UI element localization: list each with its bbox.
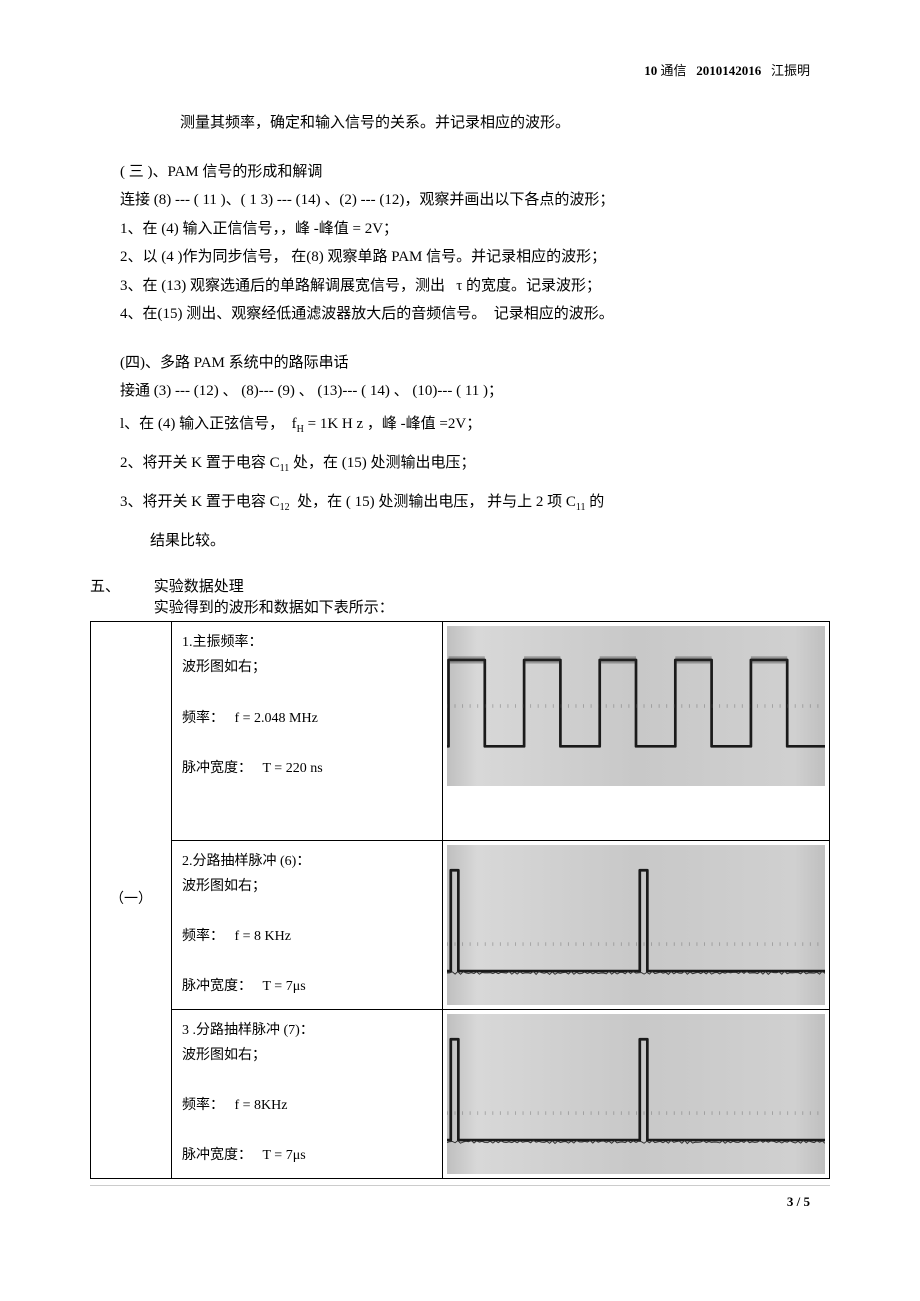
section-3: ( 三 )、PAM 信号的形成和解调 连接 (8) --- ( 11 )、( 1… (120, 158, 830, 329)
r3-flabel: 频率： (182, 1098, 224, 1113)
sec3-li4: 4、在(15) 测出、观察经低通滤波器放大后的音频信号。 记录相应的波形。 (120, 300, 830, 329)
page: 10 通信 2010142016 江振明 测量其频率，确定和输入信号的关系。并记… (0, 0, 920, 1250)
row1-wave-cell (443, 622, 830, 841)
section-5: 五、 实验数据处理 实验得到的波形和数据如下表所示： (90, 575, 830, 617)
student-id: 2010142016 (696, 63, 761, 78)
sec3-connect: 连接 (8) --- ( 11 )、( 1 3) --- (14) 、(2) -… (120, 186, 830, 215)
sec4-connect: 接通 (3) --- (12) 、 (8)--- (9) 、 (13)--- (… (120, 377, 830, 406)
student-name: 江振明 (771, 63, 810, 78)
r2-flabel: 频率： (182, 929, 224, 944)
row2-wave-cell (443, 840, 830, 1009)
sec3-title: ( 三 )、PAM 信号的形成和解调 (120, 158, 830, 187)
r2-title: 2.分路抽样脉冲 (6)： (182, 854, 310, 869)
scope-3 (447, 1014, 825, 1174)
r3-pw: T = 7μs (263, 1148, 306, 1163)
r1-flabel: 频率： (182, 711, 224, 726)
r3-freq: f = 8KHz (235, 1098, 288, 1113)
r1-title: 1.主振频率： (182, 635, 263, 650)
tau-symbol: τ (456, 278, 462, 294)
sec3-li1: 1、在 (4) 输入正信信号，，峰 -峰值 = 2V； (120, 215, 830, 244)
sec5-num: 五、 (90, 575, 150, 596)
footer-rule (90, 1185, 830, 1186)
sec5-body: 实验数据处理 实验得到的波形和数据如下表所示： (154, 575, 394, 617)
sec3-li3: 3、在 (13) 观察选通后的单路解调展宽信号，测出 τ 的宽度。记录波形； (120, 272, 830, 301)
r3-note: 波形图如右； (182, 1048, 266, 1063)
row3-desc: 3 .分路抽样脉冲 (7)： 波形图如右； 频率： f = 8KHz 脉冲宽度：… (172, 1009, 443, 1178)
r1-pw: T = 220 ns (263, 761, 323, 776)
sec3-li2: 2、以 (4 )作为同步信号， 在(8) 观察单路 PAM 信号。并记录相应的波… (120, 243, 830, 272)
sec3-li3b: 的宽度。记录波形； (466, 278, 601, 294)
r2-note: 波形图如右； (182, 879, 266, 894)
r1-note: 波形图如右； (182, 660, 266, 675)
data-table: （一） 1.主振频率： 波形图如右； 频率： f = 2.048 MHz 脉冲宽… (90, 621, 830, 1179)
r2-plabel: 脉冲宽度： (182, 979, 252, 994)
r1-freq: f = 2.048 MHz (235, 711, 318, 726)
r2-pw: T = 7μs (263, 979, 306, 994)
row3-wave-cell (443, 1009, 830, 1178)
sec4-li3b: 结果比较。 (150, 527, 830, 556)
section-4: (四)、多路 PAM 系统中的路际串话 接通 (3) --- (12) 、 (8… (120, 349, 830, 556)
row1-desc: 1.主振频率： 波形图如右； 频率： f = 2.048 MHz 脉冲宽度： T… (172, 622, 443, 841)
scope-2 (447, 845, 825, 1005)
intro-line: 测量其频率，确定和输入信号的关系。并记录相应的波形。 (180, 109, 830, 138)
sec4-title: (四)、多路 PAM 系统中的路际串话 (120, 349, 830, 378)
r3-plabel: 脉冲宽度： (182, 1148, 252, 1163)
scope-1 (447, 626, 825, 786)
r1-plabel: 脉冲宽度： (182, 761, 252, 776)
sec3-li3a: 3、在 (13) 观察选通后的单路解调展宽信号，测出 (120, 278, 445, 294)
course-pre: 10 (644, 63, 657, 78)
group-cell: （一） (91, 622, 172, 1179)
row2-desc: 2.分路抽样脉冲 (6)： 波形图如右； 频率： f = 8 KHz 脉冲宽度：… (172, 840, 443, 1009)
sec5-sub: 实验得到的波形和数据如下表所示： (154, 600, 394, 616)
sec4-li1: l、在 (4) 输入正弦信号， fH = 1K H z ，峰 -峰值 =2V； (120, 410, 830, 439)
sec4-li3: 3、将开关 K 置于电容 C12 处，在 ( 15) 处测输出电压， 并与上 2… (120, 488, 830, 517)
page-header: 10 通信 2010142016 江振明 (90, 60, 830, 79)
course-name: 通信 (660, 63, 686, 78)
r2-freq: f = 8 KHz (235, 929, 292, 944)
sec4-li2: 2、将开关 K 置于电容 C11 处，在 (15) 处测输出电压； (120, 449, 830, 478)
sec5-title: 实验数据处理 (154, 579, 244, 595)
r3-title: 3 .分路抽样脉冲 (7)： (182, 1023, 314, 1038)
page-number: 3 / 5 (90, 1194, 830, 1210)
